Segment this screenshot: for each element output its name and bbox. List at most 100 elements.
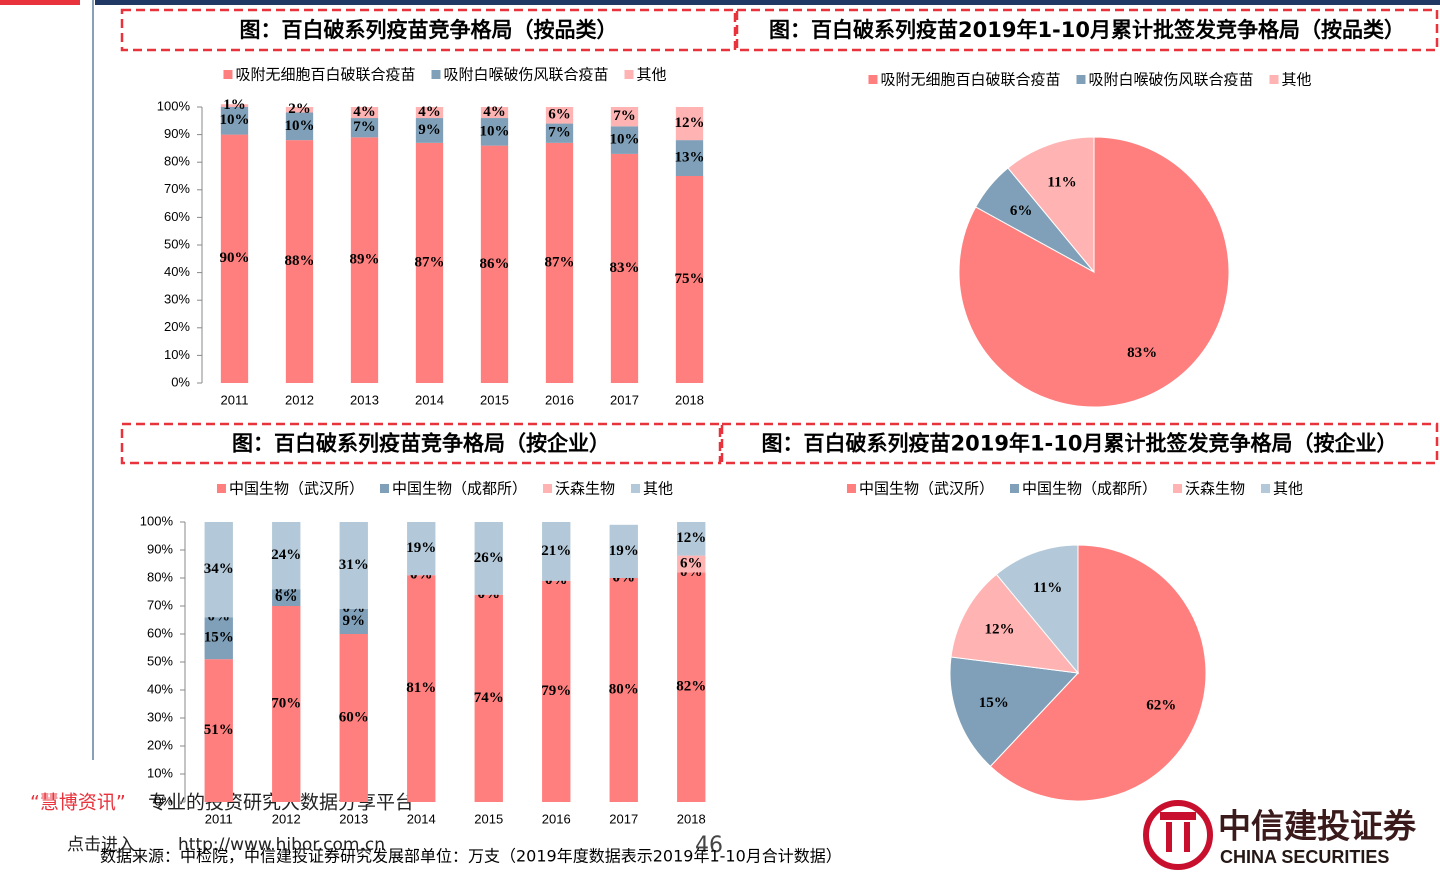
data-label: 19% [406, 540, 436, 556]
legend-swatch [624, 70, 634, 79]
bar-segment [272, 589, 301, 606]
x-tick-label: 2011 [221, 392, 249, 407]
x-tick-label: 2016 [542, 811, 571, 826]
x-tick-label: 2012 [272, 811, 301, 826]
bar-segment [220, 107, 249, 135]
y-tick-label: 40% [147, 681, 173, 696]
bar-segment [350, 118, 379, 138]
data-label: 6% [1010, 203, 1033, 219]
logo-emblem [1143, 800, 1213, 870]
bar-segment [272, 522, 301, 590]
chart-title: 图：百白破系列疫苗2019年1-10月累计批签发竞争格局（按品类） [769, 18, 1405, 42]
bar-segment [204, 659, 233, 802]
legend-label: 其他 [1273, 480, 1303, 498]
legend-label: 其他 [643, 480, 673, 498]
legend-swatch [1076, 75, 1086, 84]
bar-segment [285, 112, 314, 141]
y-tick-label: 60% [147, 625, 173, 640]
data-label: 4% [483, 104, 506, 120]
data-label: 13% [675, 149, 705, 165]
bar-segment [545, 107, 574, 124]
legend: 吸附无细胞百白破联合疫苗 吸附白喉破伤风联合疫苗 其他 [868, 71, 1312, 89]
bar-segment [415, 142, 444, 383]
y-tick-label: 10% [164, 347, 190, 362]
data-label: 87% [545, 254, 575, 270]
bar-segment [339, 634, 368, 802]
data-label: 90% [220, 250, 250, 266]
y-tick-label: 90% [147, 541, 173, 556]
y-tick-label: 20% [164, 319, 190, 334]
x-tick-label: 2016 [545, 392, 574, 407]
data-label: 86% [480, 256, 510, 272]
top-accent [0, 0, 80, 5]
data-label: 83% [1127, 345, 1157, 361]
data-label: 11% [1033, 580, 1062, 596]
x-tick-label: 2017 [609, 811, 638, 826]
pie-slice [1007, 136, 1095, 274]
legend-swatch [216, 484, 226, 493]
data-label: 12% [984, 621, 1014, 637]
data-label: 10% [610, 132, 640, 148]
x-tick-label: 2014 [407, 811, 436, 826]
legend-swatch [1009, 484, 1019, 493]
bar-segment [677, 555, 706, 573]
y-tick-label: 0% [154, 793, 173, 808]
x-tick-label: 2018 [675, 392, 704, 407]
legend-swatch [868, 75, 878, 84]
chart-title: 图：百白破系列疫苗竞争格局（按品类） [240, 18, 618, 42]
legend-label: 吸附无细胞百白破联合疫苗 [235, 66, 415, 84]
bar-segment [480, 107, 509, 119]
y-tick-label: 30% [147, 709, 173, 724]
legend-swatch [223, 70, 233, 79]
watermark-brand: “慧博资讯” [30, 792, 126, 814]
data-label: 81% [406, 680, 436, 696]
data-label: 34% [204, 561, 234, 577]
bar-segment [350, 137, 379, 383]
legend-swatch [631, 484, 641, 493]
bar-segment [285, 140, 314, 383]
bar-segment [350, 107, 379, 119]
bar-segment [542, 522, 571, 581]
data-label: 26% [474, 550, 504, 566]
y-tick-label: 70% [164, 181, 190, 196]
data-label: 11% [1047, 175, 1076, 191]
chart-title: 图：百白破系列疫苗2019年1-10月累计批签发竞争格局（按企业） [762, 432, 1398, 456]
top-bar [95, 0, 1440, 5]
y-tick-label: 60% [164, 209, 190, 224]
y-tick-label: 40% [164, 264, 190, 279]
data-label: 6% [275, 589, 298, 605]
legend-swatch [1261, 484, 1271, 493]
bar-segment [285, 107, 314, 113]
logo-en: CHINA SECURITIES [1220, 847, 1389, 867]
y-tick-label: 80% [164, 154, 190, 169]
x-tick-label: 2012 [285, 392, 314, 407]
legend-swatch [543, 484, 552, 493]
bar-segment [677, 522, 706, 556]
bar-segment [610, 153, 639, 383]
data-label: 9% [343, 613, 366, 629]
x-tick-label: 2013 [339, 811, 368, 826]
data-label: 87% [415, 254, 445, 270]
logo-emblem-bar [1184, 822, 1190, 852]
bar-segment [545, 142, 574, 383]
data-label: 6% [548, 107, 571, 123]
chart-title: 图：百白破系列疫苗竞争格局（按企业） [232, 432, 610, 456]
data-label: 83% [610, 260, 640, 276]
x-tick-label: 2015 [480, 392, 509, 407]
bar-segment [610, 126, 639, 154]
data-label: 15% [979, 695, 1009, 711]
bar-segment [542, 580, 571, 802]
data-label: 10% [285, 118, 315, 134]
bar-segment [204, 522, 233, 618]
y-tick-label: 0% [171, 374, 190, 389]
url[interactable]: http://www.hibor.com.cn [178, 835, 385, 855]
legend-swatch [379, 484, 389, 493]
pie-slice [995, 544, 1079, 675]
data-label: 70% [271, 695, 301, 711]
data-label: 88% [285, 253, 315, 269]
data-label: 21% [541, 543, 571, 559]
bar-segment [339, 522, 368, 609]
data-label: 2% [288, 101, 311, 117]
bar-segment [407, 522, 436, 576]
